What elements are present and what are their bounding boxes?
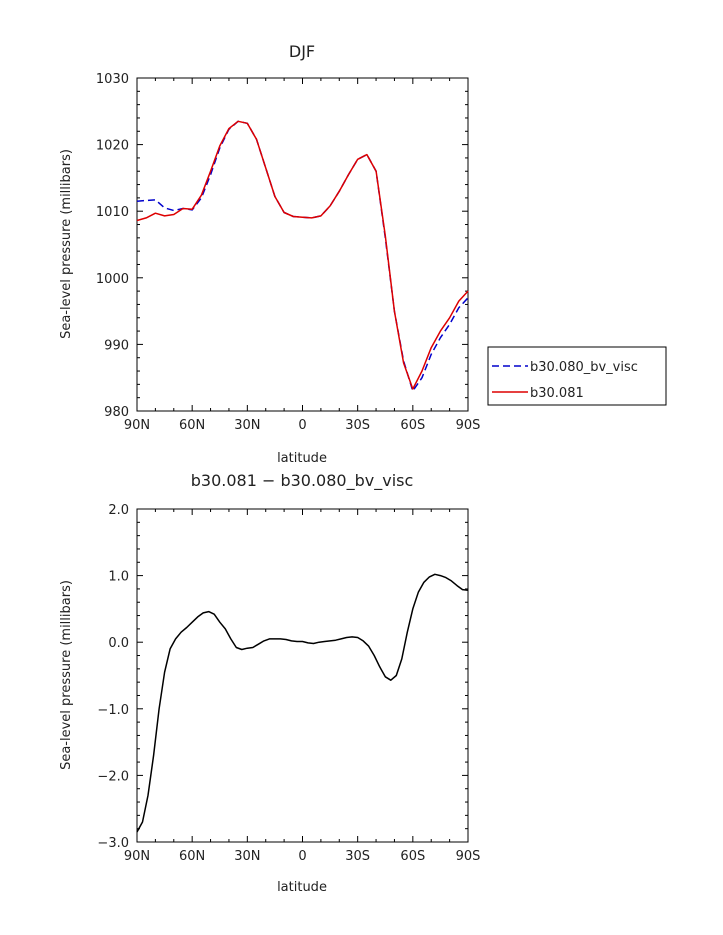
top-y-tick-label: 1030 <box>96 72 129 87</box>
top-panel: DJF 90N 60N 30N 0 30S 60S 90S 980 990 1000 1010 102… <box>59 42 667 466</box>
bottom-y-axis-label: Sea-level pressure (millibars) <box>59 580 74 770</box>
bottom-x-tick-label: 60N <box>179 849 205 864</box>
bottom-x-tick-label: 30S <box>345 849 370 864</box>
bottom-y-tick-label: −2.0 <box>97 769 129 784</box>
bottom-plot-frame <box>136 508 469 843</box>
bottom-x-axis-label: latitude <box>277 880 327 895</box>
bottom-y-tick-label: −3.0 <box>97 836 129 851</box>
top-y-axis-label: Sea-level pressure (millibars) <box>59 149 74 339</box>
legend-box <box>487 346 667 406</box>
top-y-tick-label: 990 <box>104 338 129 353</box>
legend: b30.080_bv_visc b30.081 <box>487 346 667 406</box>
top-x-axis-label: latitude <box>277 451 327 466</box>
bottom-series-group <box>136 573 469 833</box>
bottom-series-line-0 <box>136 573 469 833</box>
bottom-axis-ticks: 90N 60N 30N 0 30S 60S 90S −3.0 −2.0 −1.0 0.0 1.0 2.0 <box>97 503 480 864</box>
legend-label-b30.081: b30.081 <box>530 386 584 401</box>
bottom-x-tick-label: 60S <box>400 849 425 864</box>
top-x-tick-label: 90S <box>456 418 481 433</box>
top-x-tick-label: 0 <box>298 418 306 433</box>
bottom-y-tick-label: −1.0 <box>97 703 129 718</box>
top-axis-ticks: 90N 60N 30N 0 30S 60S 90S 980 990 1000 1010 1020 103… <box>96 72 480 433</box>
bottom-panel: b30.081 − b30.080_bv_visc 90N 60N 30N 0 30S 6… <box>59 471 480 895</box>
top-y-tick-label: 980 <box>104 405 129 420</box>
top-x-tick-label: 60S <box>400 418 425 433</box>
bottom-x-tick-label: 90N <box>124 849 150 864</box>
top-y-tick-label: 1020 <box>96 139 129 154</box>
top-x-tick-label: 30N <box>234 418 260 433</box>
top-series-line-b30.080_bv_visc <box>136 120 469 392</box>
bottom-x-tick-label: 30N <box>234 849 260 864</box>
bottom-chart-title: b30.081 − b30.080_bv_visc <box>191 471 414 491</box>
bottom-x-tick-label: 90S <box>456 849 481 864</box>
top-y-tick-label: 1010 <box>96 205 129 220</box>
bottom-y-tick-label: 0.0 <box>108 636 129 651</box>
top-plot-frame <box>136 77 469 412</box>
top-x-tick-label: 90N <box>124 418 150 433</box>
top-y-tick-label: 1000 <box>96 272 129 287</box>
top-x-tick-label: 60N <box>179 418 205 433</box>
top-series-line-b30.081 <box>136 120 469 390</box>
bottom-y-tick-label: 2.0 <box>108 503 129 518</box>
top-x-tick-label: 30S <box>345 418 370 433</box>
bottom-x-tick-label: 0 <box>298 849 306 864</box>
legend-label-b30.080_bv_visc: b30.080_bv_visc <box>530 360 638 375</box>
top-chart-title: DJF <box>289 42 315 61</box>
top-series-group <box>136 120 469 392</box>
bottom-y-tick-label: 1.0 <box>108 570 129 585</box>
